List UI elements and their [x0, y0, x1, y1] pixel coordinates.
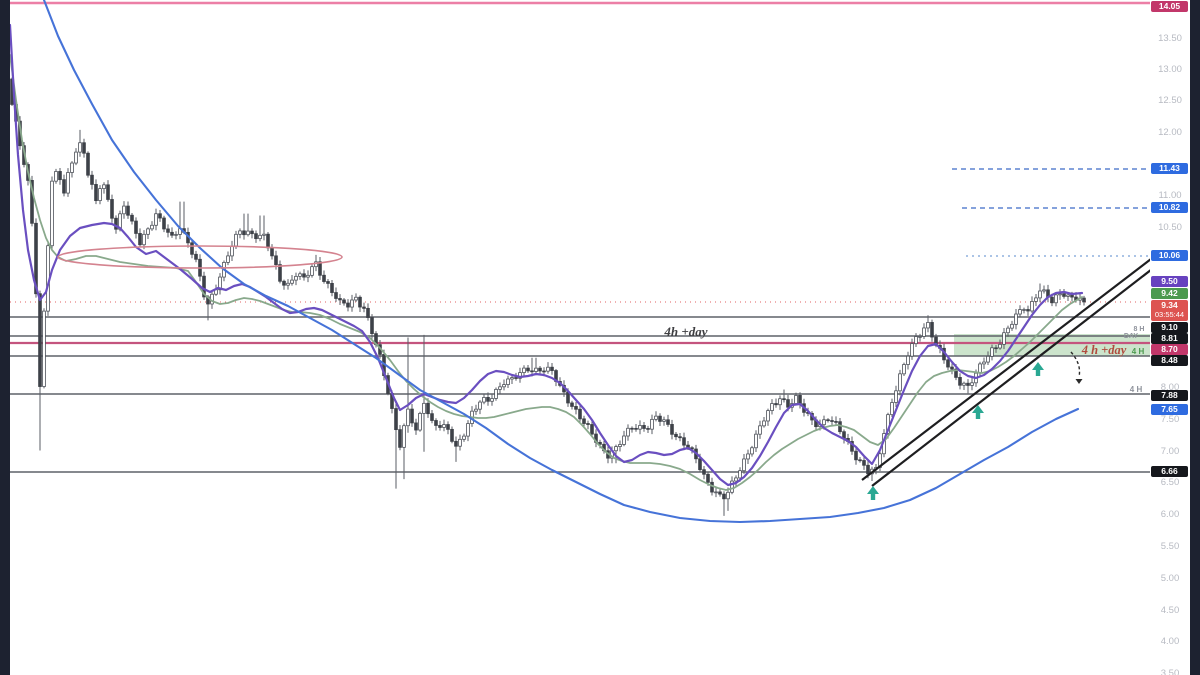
axis-tick-4.50: 4.50 — [1160, 605, 1180, 616]
axis-tick-6.50: 6.50 — [1160, 477, 1180, 488]
price-label-9.34[interactable]: 9.34 03:55:44 — [1151, 300, 1188, 321]
highlight-ellipse[interactable] — [57, 245, 343, 269]
price-label-14.05[interactable]: 14.05 — [1151, 1, 1188, 12]
price-label-9.10[interactable]: 9.10 — [1151, 322, 1188, 333]
left-edge-strip — [0, 0, 10, 675]
price-label-9.42[interactable]: 9.42 — [1151, 288, 1188, 299]
axis-tick-7.00: 7.00 — [1160, 446, 1180, 457]
timeframe-tag: 4 H — [1132, 347, 1145, 356]
ma-blue-line — [42, 0, 1080, 524]
bar-countdown: 03:55:44 — [1154, 310, 1185, 319]
axis-tick-3.50: 3.50 — [1160, 668, 1180, 675]
axis-tick-4.00: 4.00 — [1160, 636, 1180, 647]
pullback-dashed-arrow-icon[interactable] — [1070, 351, 1081, 378]
price-label-8.48[interactable]: 8.48 — [1151, 355, 1188, 366]
price-label-6.66[interactable]: 6.66 — [1151, 466, 1188, 477]
price-label-10.06[interactable]: 10.06 — [1151, 250, 1188, 261]
ma-purple-line — [8, 23, 1084, 487]
price-axis[interactable]: 13.50 13.00 12.50 12.00 11.00 10.50 8.00 7.50 7.… — [1150, 0, 1190, 675]
right-edge-strip — [1190, 0, 1200, 675]
axis-tick-7.50: 7.50 — [1160, 414, 1180, 425]
buy-arrow-icon[interactable] — [867, 486, 879, 500]
annotation-text-2[interactable]: 4 h +day — [1081, 343, 1127, 357]
trend-channel-line-1[interactable] — [861, 258, 1152, 481]
axis-tick-5.00: 5.00 — [1160, 573, 1180, 584]
axis-tick-12.00: 12.00 — [1158, 127, 1182, 138]
timeframe-tag: 4 H — [1130, 385, 1143, 394]
trend-channel-line-2[interactable] — [871, 265, 1157, 487]
price-label-9.50[interactable]: 9.50 — [1151, 276, 1188, 287]
buy-arrow-icon[interactable] — [1032, 362, 1044, 376]
candles-layer — [10, 77, 1086, 516]
ma-green-line — [9, 54, 1083, 491]
annotation-text-1[interactable]: 4h +day — [663, 324, 707, 339]
axis-tick-10.50: 10.50 — [1158, 222, 1182, 233]
price-label-7.65[interactable]: 7.65 — [1151, 404, 1188, 415]
axis-tick-13.00: 13.00 — [1158, 64, 1182, 75]
axis-tick-13.50: 13.50 — [1158, 33, 1182, 44]
timeframe-tag: 8 H — [1134, 326, 1145, 333]
axis-tick-11.00: 11.00 — [1158, 190, 1182, 201]
axis-tick-12.50: 12.50 — [1158, 95, 1182, 106]
price-label-8.70[interactable]: 8.70 — [1151, 344, 1188, 355]
price-label-8.81[interactable]: 8.81 — [1151, 333, 1188, 344]
price-label-10.82[interactable]: 10.82 — [1151, 202, 1188, 213]
buy-arrow-icon[interactable] — [972, 405, 984, 419]
axis-tick-8.00: 8.00 — [1160, 382, 1180, 393]
pullback-arrow-head-icon — [1075, 379, 1083, 384]
price-label-7.88[interactable]: 7.88 — [1151, 390, 1188, 401]
axis-tick-6.00: 6.00 — [1160, 509, 1180, 520]
price-label-11.43[interactable]: 11.43 — [1151, 163, 1188, 174]
timeframe-tag: DAY — [1124, 333, 1138, 340]
axis-tick-5.50: 5.50 — [1160, 541, 1180, 552]
